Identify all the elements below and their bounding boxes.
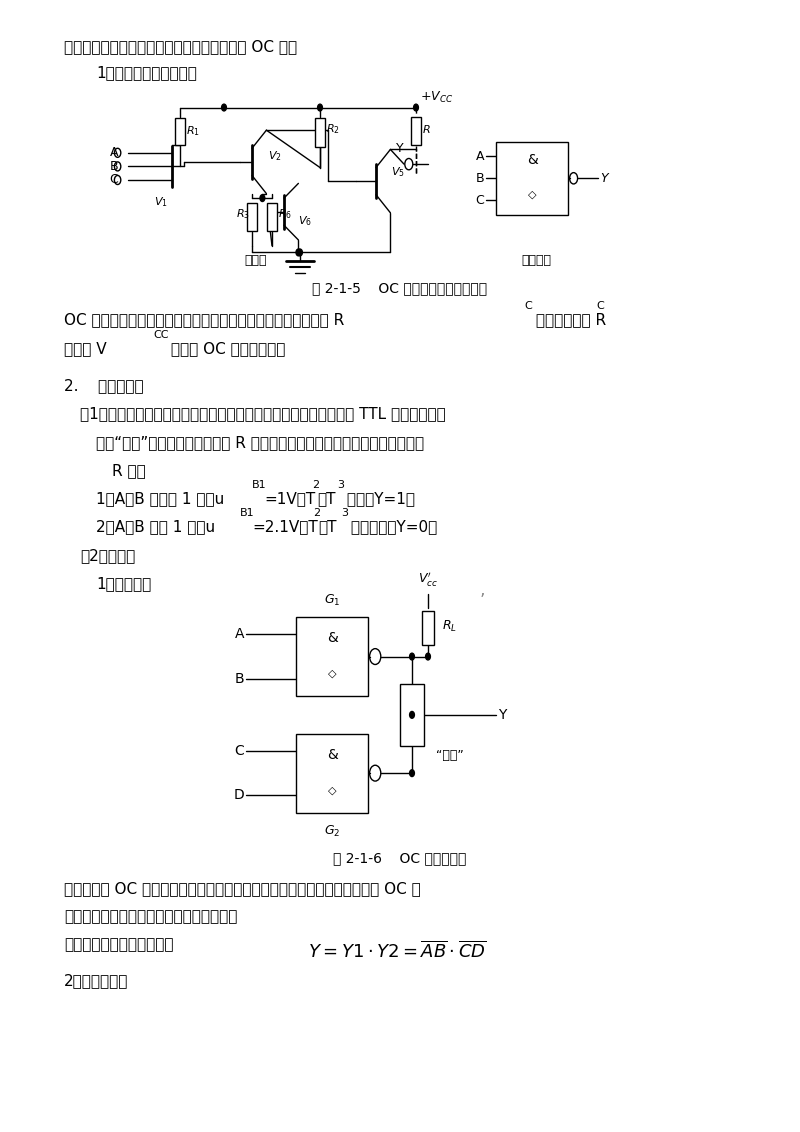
Text: &: & — [326, 632, 338, 645]
Bar — [296, 617, 368, 696]
Text: $+V_{CC}$: $+V_{CC}$ — [420, 91, 454, 105]
Text: B: B — [475, 172, 484, 185]
Text: C: C — [475, 194, 484, 207]
Text: 逻辑符号: 逻辑符号 — [521, 254, 551, 267]
Text: C: C — [596, 301, 604, 311]
Text: $V_2$: $V_2$ — [268, 149, 282, 163]
Text: B: B — [110, 160, 118, 173]
Circle shape — [318, 104, 322, 111]
Circle shape — [410, 770, 414, 777]
Circle shape — [222, 104, 226, 111]
Text: ◇: ◇ — [328, 786, 336, 796]
Text: $R_6$: $R_6$ — [278, 207, 292, 221]
Text: $G_2$: $G_2$ — [324, 824, 340, 839]
Text: CC: CC — [154, 329, 169, 340]
Text: A: A — [234, 627, 244, 642]
Bar — [315, 118, 326, 147]
Text: 2）驱动显示器: 2）驱动显示器 — [64, 974, 128, 988]
Text: Y: Y — [396, 143, 404, 155]
Text: Y: Y — [498, 708, 506, 722]
Text: 1）A、B 不全为 1 时，u: 1）A、B 不全为 1 时，u — [96, 491, 224, 506]
Text: 电路图: 电路图 — [245, 254, 267, 267]
Text: 实现“线与”功能。外接上拉电阻 R 的取值范围为几百至几千欧，接入外接电阻: 实现“线与”功能。外接上拉电阻 R 的取值范围为几百至几千欧，接入外接电阻 — [96, 435, 424, 449]
Text: $R_1$: $R_1$ — [186, 125, 200, 138]
Bar — [267, 203, 278, 231]
Circle shape — [410, 712, 414, 719]
Text: ◇: ◇ — [328, 669, 336, 679]
Bar — [400, 684, 424, 746]
Text: 1）实现线与: 1）实现线与 — [96, 576, 151, 591]
Bar — [296, 734, 368, 813]
Text: 3: 3 — [342, 508, 349, 518]
Text: A: A — [110, 146, 118, 160]
Text: 图 2-1-5    OC 门电路结构与逻辑符号: 图 2-1-5 OC 门电路结构与逻辑符号 — [313, 281, 487, 294]
Text: =1V，T: =1V，T — [264, 491, 315, 506]
Text: 2: 2 — [312, 480, 319, 490]
Bar — [246, 203, 258, 231]
Text: 截止，Y=1。: 截止，Y=1。 — [342, 491, 415, 506]
Circle shape — [298, 249, 302, 256]
Text: 连接在 OC 门的输出端。: 连接在 OC 门的输出端。 — [166, 341, 286, 355]
Text: 图 2-1-6    OC 门电路线与: 图 2-1-6 OC 门电路线与 — [334, 851, 466, 865]
Text: 1．电路结构与逻辑符号: 1．电路结构与逻辑符号 — [96, 66, 197, 80]
Text: C: C — [110, 173, 118, 187]
Text: $R_L$: $R_L$ — [442, 618, 458, 634]
Text: =2.1V，T: =2.1V，T — [252, 520, 318, 534]
Text: （2）应用：: （2）应用： — [80, 548, 135, 563]
Bar — [422, 611, 434, 645]
Text: R 后：: R 后： — [112, 463, 146, 478]
Circle shape — [426, 653, 430, 660]
Text: 、T: 、T — [318, 520, 337, 534]
Text: 的数值，并将 R: 的数值，并将 R — [531, 312, 606, 327]
Text: 2: 2 — [314, 508, 321, 518]
Text: OC 门在使用时，应根据负载的大小和要求，合理选择外接电阻 R: OC 门在使用时，应根据负载的大小和要求，合理选择外接电阻 R — [64, 312, 344, 327]
Text: B1: B1 — [240, 508, 254, 518]
Text: C: C — [234, 744, 244, 758]
Bar — [411, 117, 422, 145]
Text: $R_3$: $R_3$ — [236, 207, 250, 221]
Text: （1）功能：实现正常的逻辑功能、提高输出驱动负载的能力、转换 TTL 到其他电平、: （1）功能：实现正常的逻辑功能、提高输出驱动负载的能力、转换 TTL 到其他电平… — [80, 406, 446, 421]
Text: $Y$: $Y$ — [600, 172, 610, 185]
Text: 和电源 V: 和电源 V — [64, 341, 106, 355]
Bar — [496, 142, 568, 215]
Text: 3: 3 — [338, 480, 345, 490]
Circle shape — [410, 653, 414, 660]
Text: 、T: 、T — [317, 491, 335, 506]
Text: $V_{cc}'$: $V_{cc}'$ — [418, 569, 438, 588]
Text: $Y = Y1 \cdot Y2 = \overline{AB} \cdot \overline{CD}$: $Y = Y1 \cdot Y2 = \overline{AB} \cdot \… — [308, 941, 486, 962]
Text: A: A — [475, 149, 484, 163]
Text: &: & — [326, 748, 338, 762]
Text: 2）A、B 全为 1 时，u: 2）A、B 全为 1 时，u — [96, 520, 215, 534]
Text: C: C — [525, 301, 533, 311]
Circle shape — [296, 249, 301, 256]
Text: 集电极开路，称为集电极开路的与非门，简称 OC 门。: 集电极开路，称为集电极开路的与非门，简称 OC 门。 — [64, 40, 297, 54]
Text: $V_1$: $V_1$ — [154, 195, 168, 208]
Text: $V_5$: $V_5$ — [391, 165, 405, 179]
Text: &: & — [526, 153, 538, 166]
Text: 线与的逻辑功能表达式为：: 线与的逻辑功能表达式为： — [64, 937, 174, 952]
Text: B1: B1 — [252, 480, 266, 490]
Circle shape — [260, 195, 265, 201]
Text: ◇: ◇ — [528, 189, 536, 199]
Text: $V_6$: $V_6$ — [298, 214, 312, 228]
Text: D: D — [234, 788, 244, 803]
Text: ’: ’ — [480, 592, 486, 610]
Text: B: B — [234, 671, 244, 686]
Text: 不能进行这种线与，否则容易破坏门电路。: 不能进行这种线与，否则容易破坏门电路。 — [64, 909, 238, 924]
Text: $G_1$: $G_1$ — [324, 593, 340, 608]
Text: 两个或多个 OC 门的输出信号在输出端直接相与的逻辑功能，称为线与。非 OC 门: 两个或多个 OC 门的输出信号在输出端直接相与的逻辑功能，称为线与。非 OC 门 — [64, 881, 421, 895]
Text: $R_2$: $R_2$ — [326, 122, 340, 136]
Text: 2.    功能与应用: 2. 功能与应用 — [64, 378, 144, 393]
Bar — [175, 118, 186, 145]
Text: 饱和导通，Y=0。: 饱和导通，Y=0。 — [346, 520, 438, 534]
Text: $R$: $R$ — [422, 123, 430, 135]
Text: “线与”: “线与” — [436, 749, 464, 762]
Circle shape — [414, 104, 418, 111]
